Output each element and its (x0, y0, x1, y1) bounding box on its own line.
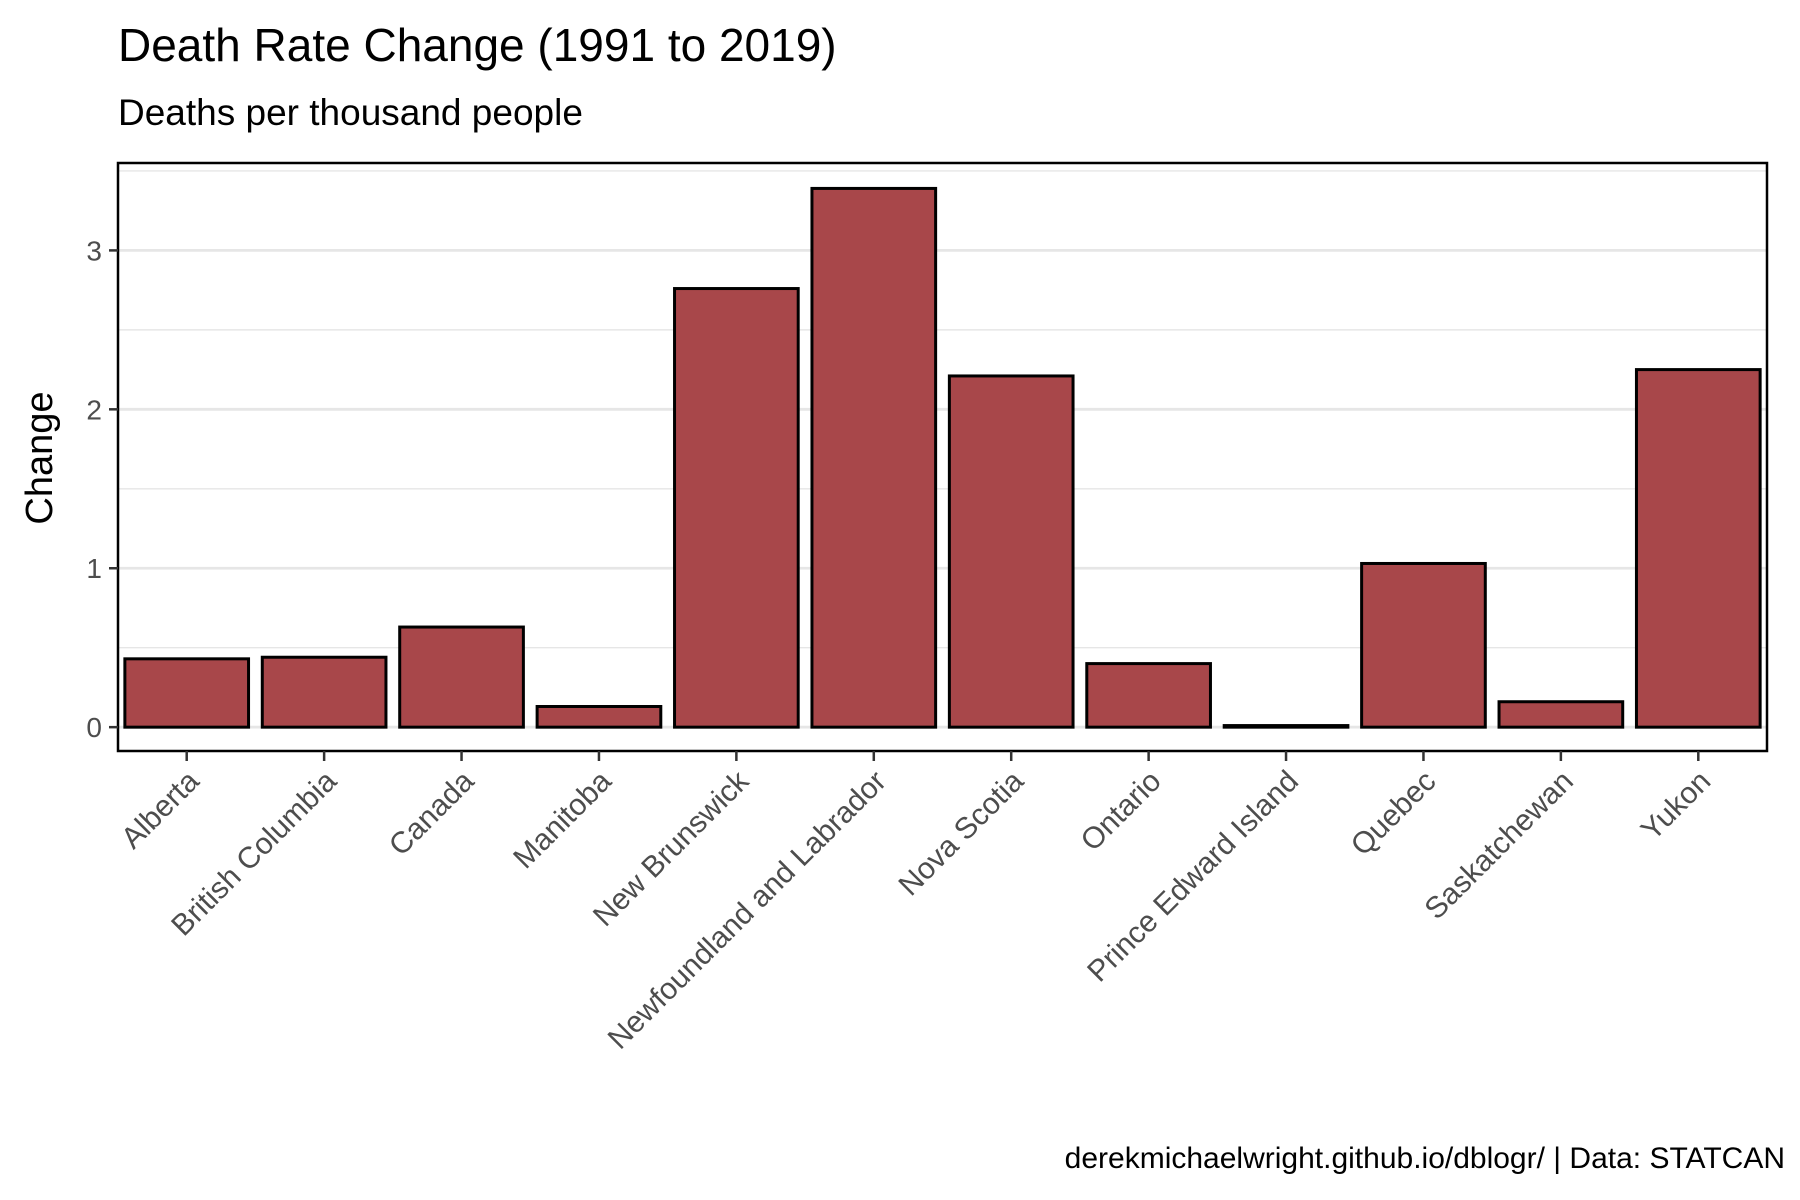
y-axis-label: Change (19, 391, 61, 524)
x-tick-label: Yukon (1635, 765, 1717, 847)
bar-prince-edward-island (1222, 724, 1350, 729)
x-tick-label: Nova Scotia (892, 764, 1030, 902)
chart-subtitle: Deaths per thousand people (118, 92, 583, 133)
x-tick-label: Newfoundland and Labrador (602, 765, 893, 1056)
bar-alberta (123, 657, 251, 729)
x-tick-label: Alberta (115, 764, 206, 855)
y-axis-ticks: 0 1 2 3 (86, 235, 118, 743)
x-tick-label: Quebec (1345, 765, 1443, 863)
x-tick-label: Canada (383, 764, 481, 862)
x-tick-label: Ontario (1075, 765, 1168, 858)
caption: derekmichaelwright.github.io/dblogr/ | D… (1064, 1142, 1785, 1175)
y-tick-label: 0 (86, 712, 102, 743)
bar-yukon (1634, 368, 1762, 729)
bar-new-brunswick (673, 287, 800, 729)
bar-quebec (1360, 561, 1487, 729)
bars (123, 186, 1762, 729)
y-tick-label: 2 (86, 394, 102, 425)
y-tick-label: 1 (86, 553, 102, 584)
bar-ontario (1085, 662, 1212, 729)
bar-british-columbia (260, 655, 388, 729)
x-tick-label: Manitoba (507, 764, 618, 875)
bar-manitoba (535, 705, 663, 729)
gridlines (118, 170, 1767, 729)
bar-saskatchewan (1497, 700, 1625, 729)
panel-border (116, 161, 1769, 753)
y-tick-label: 3 (86, 235, 102, 266)
chart-title: Death Rate Change (1991 to 2019) (118, 19, 837, 71)
bar-canada (398, 625, 525, 729)
bar-newfoundland-and-labrador (810, 186, 938, 729)
x-tick-label: Saskatchewan (1419, 765, 1580, 926)
bar-nova-scotia (947, 374, 1075, 729)
